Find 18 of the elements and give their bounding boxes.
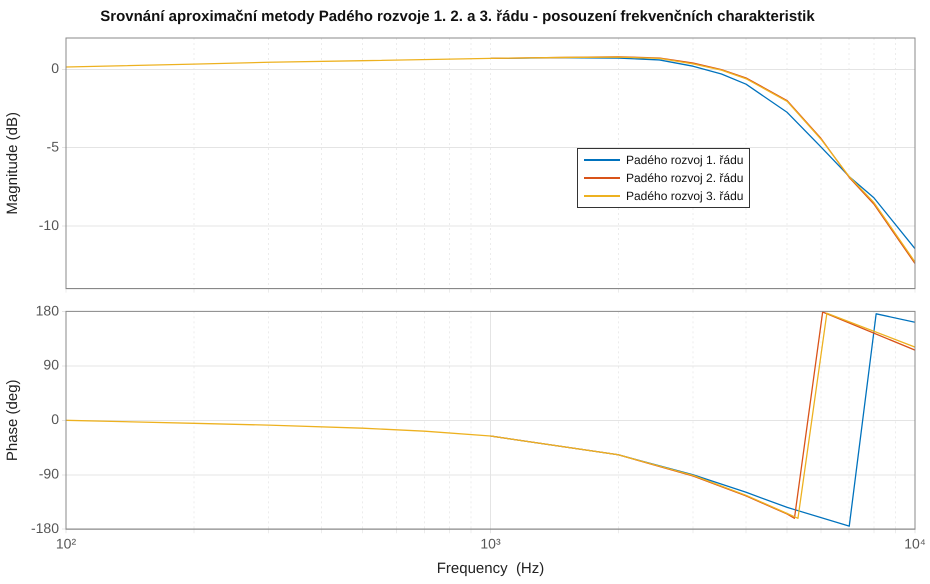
- chart-title: Srovnání aproximační metody Padého rozvoje 1. 2. a 3. řádu - posouzení frekvenčních charakteristik: [100, 8, 816, 26]
- y-tick-label: -180: [30, 520, 60, 536]
- x-tick-label: 10²: [56, 535, 76, 552]
- y-tick-label: 0: [51, 411, 60, 428]
- legend-label: Padého rozvoj 2. řádu: [626, 171, 744, 186]
- x-axis-title: Frequency (Hz): [436, 560, 544, 578]
- legend-label: Padého rozvoj 3. řádu: [626, 189, 744, 204]
- y-tick-label: -90: [38, 466, 60, 482]
- y-tick-label: 180: [36, 302, 60, 318]
- y-tick-label: -5: [46, 138, 60, 154]
- y-axis-title: Magnitude (dB): [4, 112, 22, 215]
- y-tick-label: 90: [43, 356, 60, 373]
- legend-label: Padého rozvoj 1. řádu: [626, 153, 744, 168]
- x-tick-label: 10³: [480, 535, 501, 552]
- y-axis-title: Phase (deg): [4, 379, 22, 462]
- y-tick-label: -10: [38, 216, 60, 233]
- x-tick-label: 10⁴: [904, 535, 926, 552]
- y-tick-label: 0: [51, 60, 60, 76]
